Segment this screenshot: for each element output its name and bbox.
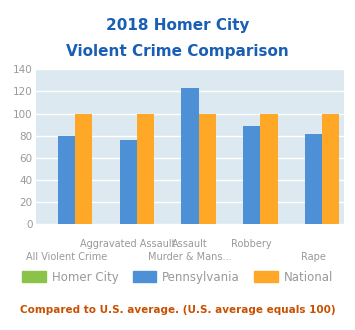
Text: Compared to U.S. average. (U.S. average equals 100): Compared to U.S. average. (U.S. average … bbox=[20, 305, 335, 315]
Bar bbox=[322, 114, 339, 224]
Text: Rape: Rape bbox=[301, 252, 326, 262]
Bar bbox=[305, 134, 322, 224]
Bar bbox=[75, 114, 92, 224]
Bar bbox=[137, 114, 154, 224]
Bar bbox=[243, 126, 260, 224]
Bar bbox=[120, 140, 137, 224]
Bar bbox=[260, 114, 278, 224]
Text: Robbery: Robbery bbox=[231, 239, 272, 249]
Bar bbox=[181, 88, 198, 224]
Text: Violent Crime Comparison: Violent Crime Comparison bbox=[66, 45, 289, 59]
Text: All Violent Crime: All Violent Crime bbox=[26, 252, 107, 262]
Text: Murder & Mans...: Murder & Mans... bbox=[148, 252, 232, 262]
Bar bbox=[58, 136, 75, 224]
Text: Assault: Assault bbox=[172, 239, 208, 249]
Text: Aggravated Assault: Aggravated Assault bbox=[80, 239, 176, 249]
Text: 2018 Homer City: 2018 Homer City bbox=[106, 18, 249, 33]
Legend: Homer City, Pennsylvania, National: Homer City, Pennsylvania, National bbox=[17, 266, 338, 288]
Bar bbox=[198, 114, 216, 224]
